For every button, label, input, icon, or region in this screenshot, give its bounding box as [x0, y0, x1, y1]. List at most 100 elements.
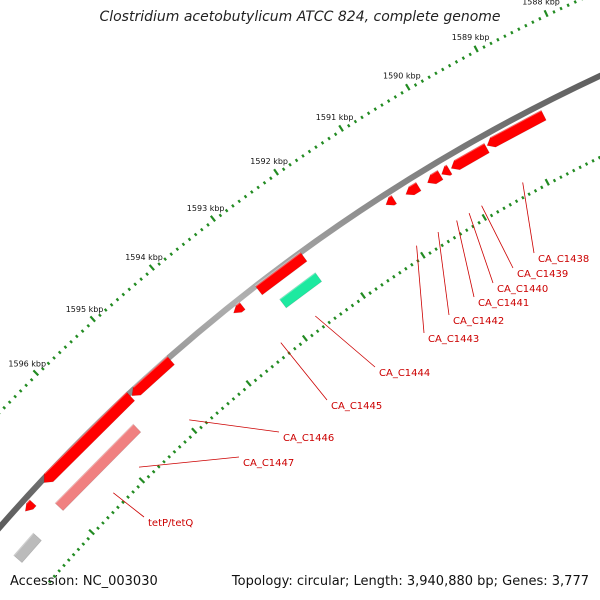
outer-tick: [573, 0, 577, 4]
inner-tick: [231, 397, 236, 401]
inner-tick: [420, 251, 426, 259]
outer-tick: [157, 262, 161, 266]
inner-tick: [136, 485, 140, 489]
inner-tick: [242, 387, 247, 392]
outer-tick: [115, 297, 120, 302]
gene-label-CA_C1441: CA_C1441: [478, 298, 529, 309]
gene-CA_C1439-edge: [453, 142, 485, 162]
gene-label-CA_C1440: CA_C1440: [497, 284, 548, 295]
inner-tick: [301, 334, 308, 342]
gene-CA_C1446: [131, 355, 175, 397]
outer-tick: [543, 9, 549, 18]
outer-tick: [400, 91, 404, 95]
label-leaders: [113, 182, 535, 518]
gene-CA_C1438: [486, 109, 547, 148]
inner-tick: [183, 440, 187, 444]
leader-CA_C1444: [315, 315, 376, 368]
inner-tick: [96, 526, 100, 531]
gene-lower-left: [24, 499, 37, 512]
ruler-label: 1592 kbp: [250, 157, 288, 166]
inner-tick: [404, 266, 408, 271]
ruler-label: 1596 kbp: [8, 359, 46, 368]
outer-tick: [148, 264, 155, 271]
outer-tick: [427, 75, 431, 80]
inner-tick: [47, 579, 52, 584]
outer-tick: [301, 154, 305, 158]
leader-CA_C1445: [280, 342, 328, 401]
gene-CA_C1442: [405, 181, 422, 196]
outer-tick: [503, 34, 507, 39]
inner-tick: [428, 251, 432, 255]
inner-tick: [533, 188, 538, 193]
outer-tick: [482, 45, 486, 49]
outer-tick: [405, 83, 411, 91]
outer-tick: [133, 282, 138, 287]
gene-CA_C1441-edge: [429, 169, 439, 176]
outer-tick: [380, 103, 384, 107]
outer-tick: [46, 361, 51, 366]
gene-CA_C1446-small-edge: [235, 301, 241, 306]
inner-tick: [544, 178, 550, 186]
inner-tick: [88, 528, 95, 536]
gene-label-CA_C1444: CA_C1444: [379, 368, 430, 379]
inner-tick: [245, 379, 252, 387]
outer-tick: [139, 277, 143, 282]
outer-tick: [57, 350, 62, 355]
inner-tick: [502, 206, 506, 211]
gene-labels: CA_C1438 CA_C1439 CA_C1440 CA_C1441 CA_C1442…: [148, 254, 589, 529]
inner-tick: [360, 292, 366, 300]
outer-tick: [353, 119, 358, 124]
outer-tick: [288, 162, 292, 167]
outer-tick: [538, 16, 542, 21]
inner-tick: [471, 224, 475, 229]
outer-tick: [121, 292, 126, 297]
outer-tick: [273, 168, 280, 176]
outer-tick: [29, 378, 34, 382]
outer-tick: [338, 124, 344, 132]
inner-tick: [465, 228, 469, 233]
inner-tick: [572, 168, 576, 173]
leader-tetP-tetQ: [113, 492, 145, 518]
gene-CA_C1438-edge: [489, 109, 542, 139]
inner-tick: [220, 406, 225, 411]
outer-tick: [231, 204, 235, 208]
outer-tick: [127, 287, 132, 292]
accession-text: Accession: NC_003030: [10, 574, 158, 589]
gene-CA_C1444-edge: [279, 271, 316, 301]
inner-tick: [259, 373, 263, 378]
gene-label-CA_C1443: CA_C1443: [428, 334, 479, 345]
inner-tick: [151, 469, 156, 474]
inner-tick: [62, 563, 66, 568]
outer-tick: [393, 95, 398, 99]
inner-tick: [81, 542, 86, 546]
outer-tick: [346, 123, 351, 128]
summary-text: Topology: circular; Length: 3,940,880 bp…: [231, 574, 589, 589]
inner-tick: [584, 162, 589, 166]
inner-tick: [111, 510, 115, 515]
inner-tick: [540, 185, 544, 190]
inner-tick: [356, 299, 361, 304]
outer-ruler: [0, 0, 584, 415]
inner-tick: [209, 415, 214, 420]
inner-tick: [452, 235, 457, 240]
inner-tick: [167, 454, 172, 459]
inner-tick: [458, 232, 463, 236]
outer-tick: [360, 115, 364, 120]
outer-tick: [461, 56, 466, 60]
outer-tick: [218, 213, 223, 218]
inner-tick: [237, 392, 241, 397]
inner-tick: [116, 505, 120, 510]
inner-tick: [514, 199, 519, 204]
gene-CA_C1440-edge: [444, 164, 447, 167]
inner-tick: [521, 195, 525, 200]
inner-tick: [270, 364, 275, 369]
outer-tick: [517, 27, 521, 31]
gene-label-CA_C1447: CA_C1447: [243, 458, 294, 469]
inner-tick: [434, 247, 438, 251]
gene-CA_C1447: [43, 391, 136, 483]
outer-tick: [434, 71, 438, 76]
inner-tick: [131, 490, 135, 494]
inner-tick: [121, 500, 125, 505]
inner-tick: [215, 411, 219, 415]
